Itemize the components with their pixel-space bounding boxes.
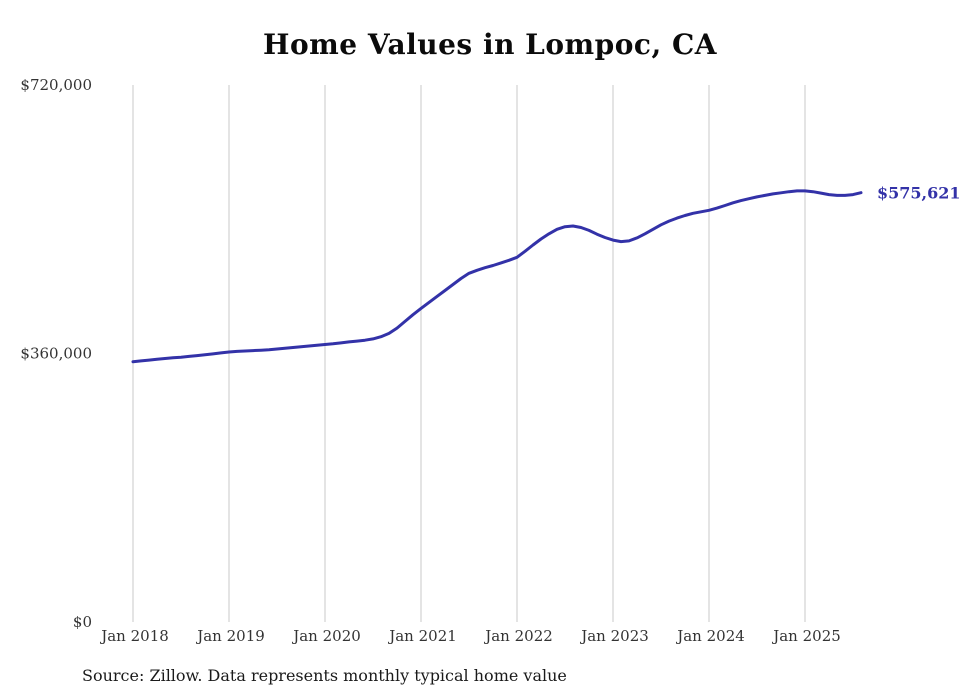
source-note: Source: Zillow. Data represents monthly …	[82, 666, 567, 685]
y-axis-labels: $0 $360,000 $720,000	[20, 76, 92, 631]
y-tick-label: $0	[73, 613, 92, 631]
x-tick-label: Jan 2019	[195, 627, 265, 645]
x-tick-label: Jan 2020	[291, 627, 361, 645]
end-value-label: $575,621	[877, 184, 961, 203]
y-tick-label: $720,000	[20, 76, 92, 94]
x-tick-label: Jan 2021	[387, 627, 457, 645]
chart-title: Home Values in Lompoc, CA	[263, 28, 717, 61]
x-tick-label: Jan 2018	[99, 627, 169, 645]
x-tick-label: Jan 2025	[771, 627, 841, 645]
gridlines	[132, 85, 806, 622]
x-tick-label: Jan 2024	[675, 627, 745, 645]
home-values-line-chart: $0$360,000$720,000 Jan 2018 Jan 2019 Jan 2…	[20, 76, 961, 645]
value-line	[131, 189, 863, 364]
y-tick-label: $360,000	[20, 345, 92, 363]
x-axis-labels: Jan 2018 Jan 2019 Jan 2020 Jan 2021 Jan 2022…	[99, 627, 841, 645]
x-tick-label: Jan 2022	[483, 627, 553, 645]
x-tick-label: Jan 2023	[579, 627, 649, 645]
